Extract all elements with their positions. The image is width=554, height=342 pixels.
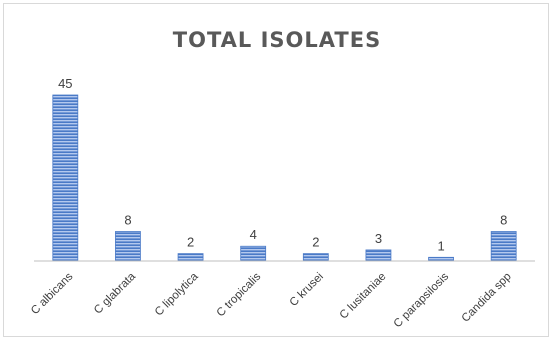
data-label-3: 2 bbox=[187, 235, 194, 250]
bar-3 bbox=[177, 253, 204, 262]
category-label-8: Candida spp bbox=[460, 271, 514, 325]
bar-6 bbox=[365, 249, 392, 262]
data-label-5: 2 bbox=[312, 235, 319, 250]
category-label-7: C parapsilosis bbox=[392, 270, 452, 330]
category-label-5: C krusei bbox=[288, 271, 326, 309]
data-label-2: 8 bbox=[124, 212, 131, 227]
chart-title: TOTAL ISOLATES bbox=[172, 28, 382, 52]
bar-5 bbox=[302, 253, 329, 262]
bar-7 bbox=[428, 256, 454, 262]
category-label-2: C glabrata bbox=[92, 270, 138, 316]
data-label-6: 3 bbox=[375, 231, 382, 246]
data-label-8: 8 bbox=[500, 212, 507, 227]
category-label-6: C lusitaniae bbox=[338, 271, 389, 322]
bar-2 bbox=[115, 231, 141, 262]
bar-1 bbox=[52, 94, 79, 262]
data-label-7: 1 bbox=[437, 238, 444, 253]
bar-4 bbox=[240, 245, 267, 262]
category-label-4: C tropicalis bbox=[215, 270, 264, 319]
data-label-1: 45 bbox=[58, 76, 72, 91]
chart-frame bbox=[3, 3, 549, 337]
category-label-1: C albicans bbox=[29, 270, 76, 317]
data-label-4: 4 bbox=[250, 227, 257, 242]
bar-8 bbox=[490, 231, 517, 262]
category-label-3: C lipolytica bbox=[153, 270, 201, 318]
